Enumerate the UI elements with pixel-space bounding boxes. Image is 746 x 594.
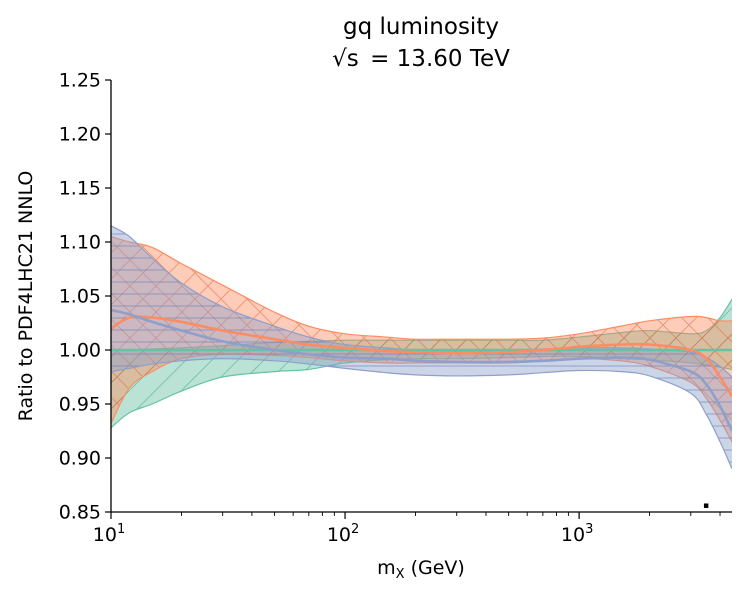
x-ticks: 101 102 103 bbox=[93, 512, 721, 546]
y-tick-label: 1.15 bbox=[59, 178, 101, 200]
x-axis-label-main: m bbox=[377, 557, 396, 579]
orange-center-line bbox=[111, 315, 732, 398]
y-tick-label: 0.85 bbox=[59, 502, 101, 524]
y-ticks: 0.85 0.90 0.95 1.00 1.05 1.10 1.15 1.20 1.25 bbox=[59, 70, 111, 524]
energy-value: = 13.60 TeV bbox=[370, 46, 510, 72]
chart-subtitle: √s = 13.60 TeV bbox=[332, 46, 510, 72]
sqrt-s-symbol: √s bbox=[332, 46, 359, 72]
y-axis-label: Ratio to PDF4LHC21 NNLO bbox=[15, 171, 37, 422]
y-tick-label: 1.25 bbox=[59, 70, 101, 92]
orange-band-upper-edge bbox=[111, 236, 732, 340]
x-tick-label: 101 bbox=[93, 522, 125, 546]
x-axis-label-unit: (GeV) bbox=[411, 557, 465, 579]
y-tick-label: 1.00 bbox=[59, 340, 101, 362]
green-band-hatch bbox=[111, 299, 732, 428]
blue-band-lower-edge bbox=[111, 358, 732, 470]
y-tick-label: 1.05 bbox=[59, 286, 101, 308]
center-lines-layer bbox=[111, 308, 732, 432]
chart-title: gq luminosity bbox=[343, 14, 499, 40]
y-tick-label: 0.95 bbox=[59, 394, 101, 416]
x-tick-label: 103 bbox=[561, 522, 593, 546]
bands-layer bbox=[111, 225, 732, 470]
blue-band-hatch bbox=[111, 225, 732, 469]
y-tick-label: 1.20 bbox=[59, 124, 101, 146]
x-tick-label: 102 bbox=[327, 522, 359, 546]
corner-mark: ▪ bbox=[703, 501, 709, 511]
y-tick-label: 1.10 bbox=[59, 232, 101, 254]
y-tick-label: 0.90 bbox=[59, 448, 101, 470]
blue-center-line bbox=[111, 308, 732, 432]
x-axis-label: mX (GeV) bbox=[377, 557, 465, 582]
x-axis-label-sub: X bbox=[396, 567, 405, 582]
